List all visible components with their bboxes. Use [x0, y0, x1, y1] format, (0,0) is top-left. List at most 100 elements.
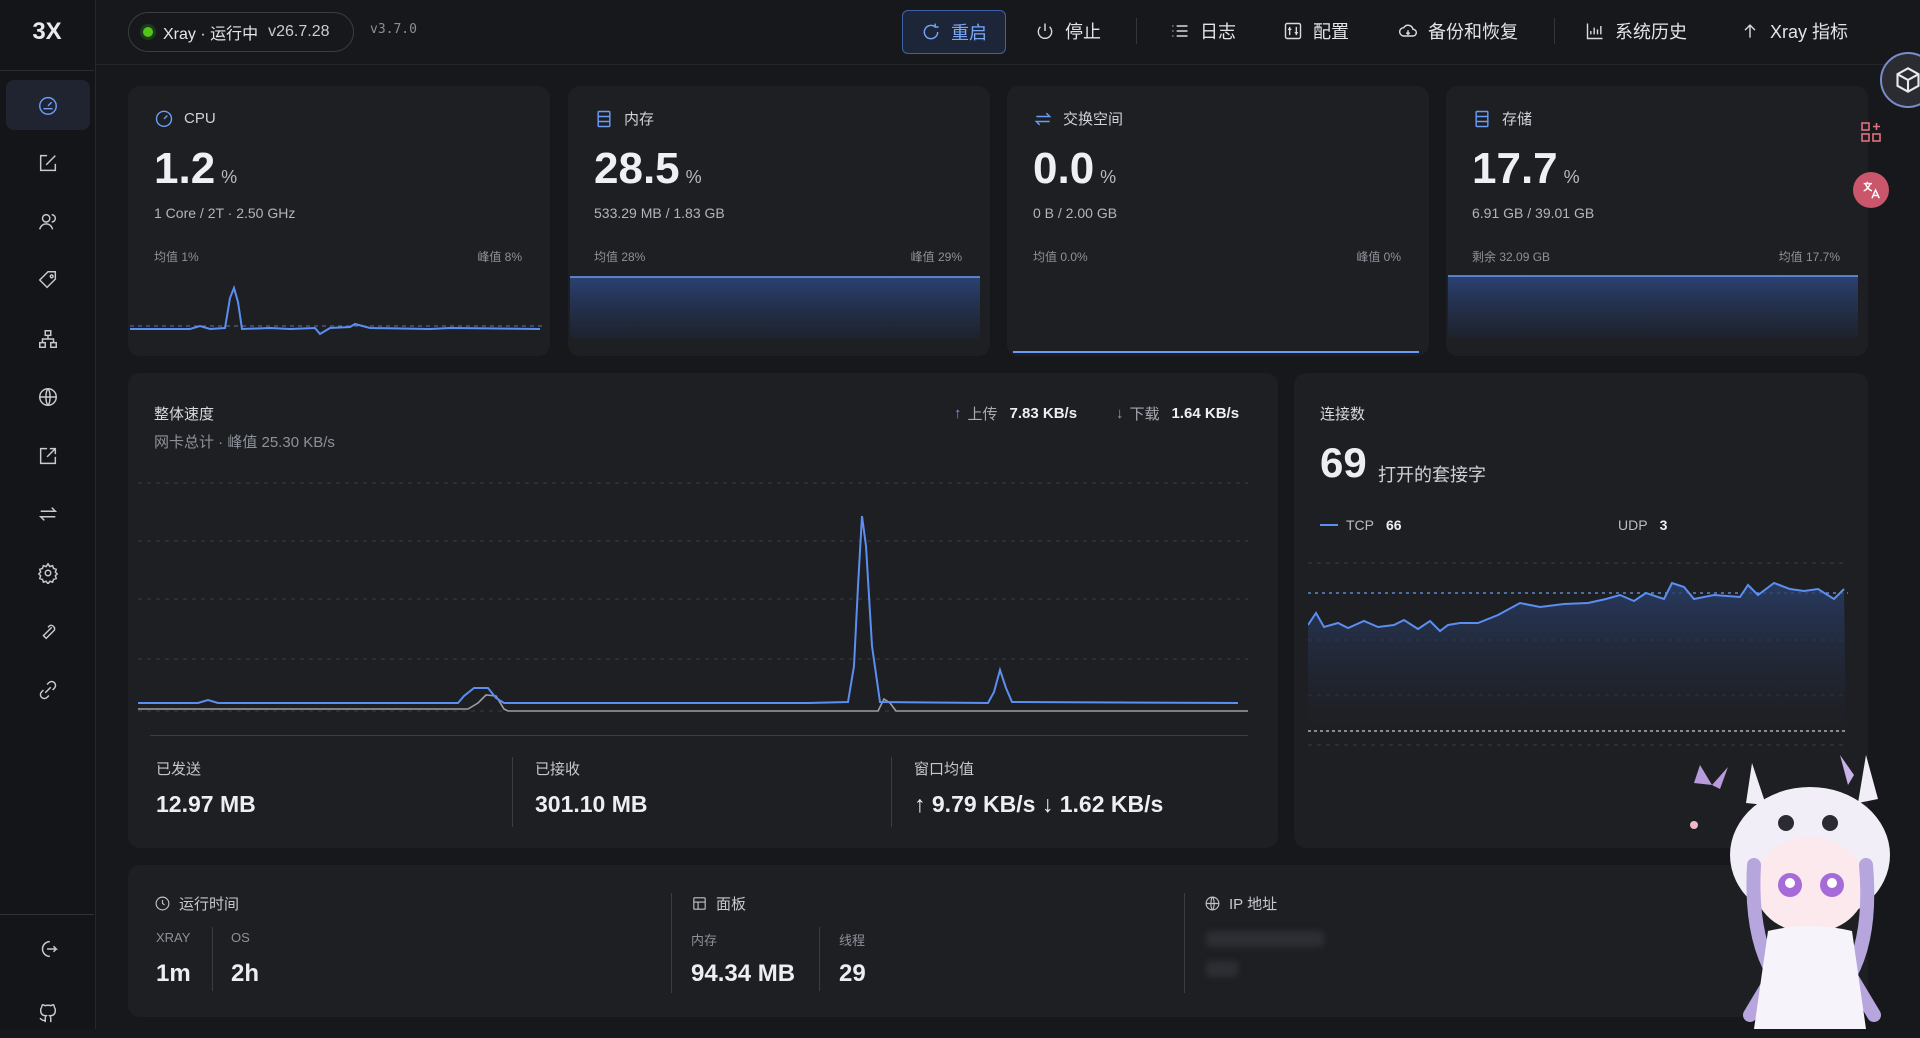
top-bar: Xray · 运行中 v26.7.28 v3.7.0 重启 停止 日志 配置 备…: [95, 0, 1920, 65]
status-indicator-icon: [143, 27, 153, 37]
cpu-value: 1.2%: [154, 144, 237, 194]
memory-value: 28.5%: [594, 144, 702, 194]
gauge-icon: [155, 110, 173, 128]
recv-label: 已接收: [535, 761, 581, 778]
link-icon: [39, 680, 57, 700]
widgets-button[interactable]: [1853, 114, 1889, 150]
info-divider: [819, 927, 820, 991]
ipv4-redacted: [1206, 931, 1324, 947]
stat-divider: [512, 757, 513, 827]
backup-label: 备份和恢复: [1428, 22, 1518, 42]
swap-value-number: 0.0: [1033, 144, 1095, 193]
panel-label: 面板: [716, 896, 747, 913]
edit-icon: [39, 154, 57, 172]
sidebar-item-balancer[interactable]: [6, 489, 90, 539]
app-logo[interactable]: 3X: [32, 18, 62, 45]
sidebar-item-logout[interactable]: [6, 924, 90, 974]
butterfly-icon: [1694, 765, 1728, 789]
cpu-title: CPU: [154, 108, 216, 128]
memory-title: 内存: [594, 108, 654, 129]
tcp-swatch: [1320, 524, 1338, 526]
sidebar-item-settings[interactable]: [6, 548, 90, 598]
sidebar-item-routing[interactable]: [6, 372, 90, 422]
stop-button[interactable]: 停止: [1035, 10, 1101, 52]
connections-card: 连接数 69 打开的套接字 TCP 66 UDP 3: [1294, 373, 1868, 848]
wrench-icon: [42, 624, 56, 640]
github-icon: [39, 1004, 57, 1023]
recv-value: 301.10 MB: [535, 791, 648, 817]
swap-icon: [1034, 112, 1052, 125]
sidebar-item-inbounds[interactable]: [6, 138, 90, 188]
speed-title: 整体速度: [154, 406, 215, 423]
info-divider: [1184, 893, 1185, 993]
cpu-avg: 均值 1%: [154, 250, 199, 264]
panel-version: v3.7.0: [370, 22, 417, 37]
logo-divider: [0, 70, 94, 71]
connections-chart: [1308, 562, 1848, 746]
cpu-sub: 1 Core / 2T · 2.50 GHz: [154, 205, 296, 221]
swap-unit: %: [1100, 167, 1117, 187]
memory-title-text: 内存: [624, 111, 655, 128]
speed-chart: [138, 482, 1248, 712]
config-button[interactable]: 配置: [1283, 10, 1349, 52]
logout-icon: [41, 940, 59, 958]
ipv6-redacted: [1206, 961, 1238, 977]
threads-label: 线程: [839, 933, 866, 948]
avg-label: 窗口均值: [914, 761, 975, 778]
cpu-peak: 峰值 8%: [477, 250, 522, 264]
storage-sparkline: [1448, 275, 1858, 338]
sidebar-item-clients[interactable]: [6, 197, 90, 247]
metrics-button[interactable]: Xray 指标: [1740, 10, 1848, 52]
storage-value-number: 17.7: [1472, 144, 1558, 193]
download-value: 1.64 KB/s: [1171, 405, 1240, 422]
sidebar-item-nodes[interactable]: [6, 314, 90, 364]
swap-peak: 峰值 0%: [1356, 250, 1401, 264]
info-card: 运行时间 XRAY 1m OS 2h 面板 内存 94.34 MB 线程 29 …: [128, 865, 1868, 1017]
upload-legend: ↑ 上传 7.83 KB/s: [954, 403, 1077, 424]
translate-button[interactable]: [1853, 172, 1889, 208]
list-icon: [1172, 25, 1188, 37]
panel-icon: [693, 897, 706, 910]
swap-card: 交换空间 0.0% 0 B / 2.00 GB 均值 0.0% 峰值 0%: [1007, 86, 1429, 356]
sitemap-icon: [39, 330, 57, 348]
history-label: 系统历史: [1615, 22, 1687, 42]
mascot-illustration: [1690, 755, 1890, 1029]
udp-value: 3: [1659, 517, 1668, 533]
connections-count-label: 打开的套接字: [1378, 465, 1486, 485]
sent-label: 已发送: [156, 761, 202, 778]
arrow-up-icon: [1744, 24, 1756, 38]
cloud-icon: [1398, 24, 1417, 37]
sidebar-item-tags[interactable]: [6, 255, 90, 305]
memory-sub: 533.29 MB / 1.83 GB: [594, 205, 725, 221]
storage-avg: 均值 17.7%: [1778, 250, 1840, 264]
xray-uptime-value: 1m: [156, 960, 191, 987]
sidebar-item-api[interactable]: [6, 665, 90, 715]
sidebar-item-outbounds[interactable]: [6, 431, 90, 481]
xray-status-pill[interactable]: Xray · 运行中 v26.7.28: [128, 12, 354, 52]
history-button[interactable]: 系统历史: [1585, 10, 1687, 52]
ip-label: IP 地址: [1229, 896, 1278, 913]
cpu-title-text: CPU: [184, 109, 216, 127]
sidebar-item-github[interactable]: [6, 988, 90, 1038]
sidebar-item-dashboard[interactable]: [6, 80, 90, 130]
swap-title-text: 交换空间: [1063, 111, 1124, 128]
tcp-legend: TCP 66: [1320, 517, 1402, 533]
os-uptime-value: 2h: [231, 960, 260, 987]
assistant-avatar[interactable]: [1880, 52, 1920, 108]
logs-label: 日志: [1200, 22, 1236, 42]
cube-icon: [1896, 67, 1920, 93]
speed-divider: [150, 735, 1248, 736]
backup-button[interactable]: 备份和恢复: [1398, 10, 1518, 52]
sidebar-item-tools[interactable]: [6, 606, 90, 656]
memory-peak: 峰值 29%: [910, 250, 962, 264]
cpu-sparkline: [130, 284, 542, 336]
cpu-card: CPU 1.2% 1 Core / 2T · 2.50 GHz 均值 1% 峰值…: [128, 86, 550, 356]
memory-sparkline: [570, 276, 980, 339]
panel-mem-label: 内存: [691, 933, 718, 948]
swap-value: 0.0%: [1033, 144, 1116, 194]
udp-legend: UDP 3: [1618, 517, 1667, 533]
memory-unit: %: [685, 167, 702, 187]
info-divider: [671, 893, 672, 993]
restart-button[interactable]: 重启: [902, 10, 1006, 54]
logs-button[interactable]: 日志: [1170, 10, 1236, 52]
